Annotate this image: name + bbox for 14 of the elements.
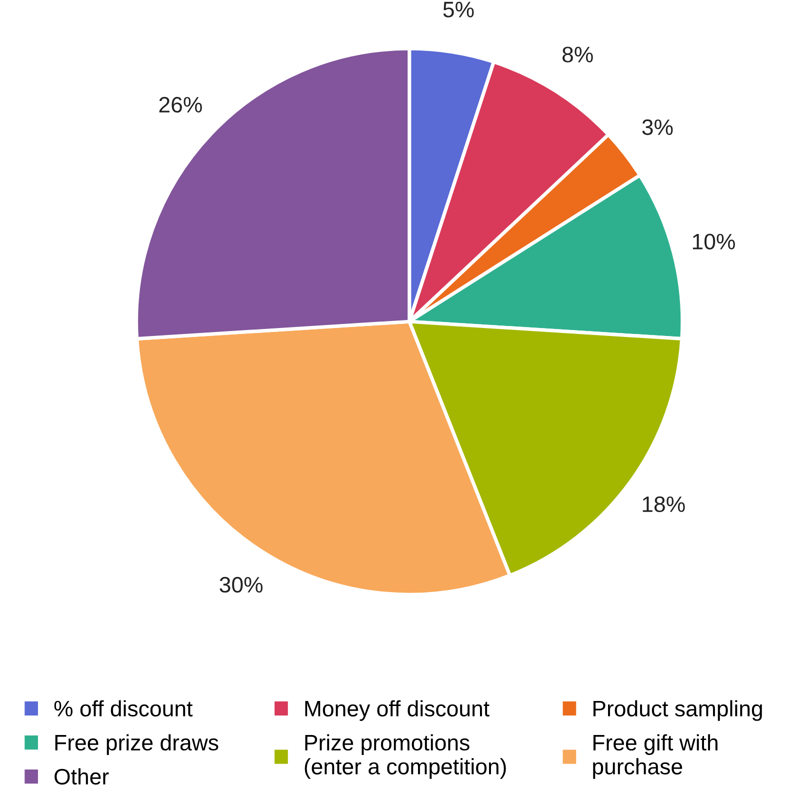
legend-label: Free prize draws [55,734,218,755]
legend-label: Product sampling [594,700,762,721]
data-label: 30% [220,576,263,593]
legend-label: Money off discount [305,700,490,721]
legend-label: Free gift with purchase [593,734,718,779]
legend-label: Other [54,768,109,785]
data-label: 18% [642,496,685,512]
data-label: 5% [443,2,474,18]
data-label: 8% [562,46,593,62]
data-label: 3% [642,119,673,136]
data-label: 26% [159,96,202,113]
data-label: 10% [692,234,735,250]
legend-label: Prize promotions (enter a competition) [304,734,506,779]
legend-label: % off discount [54,700,193,717]
